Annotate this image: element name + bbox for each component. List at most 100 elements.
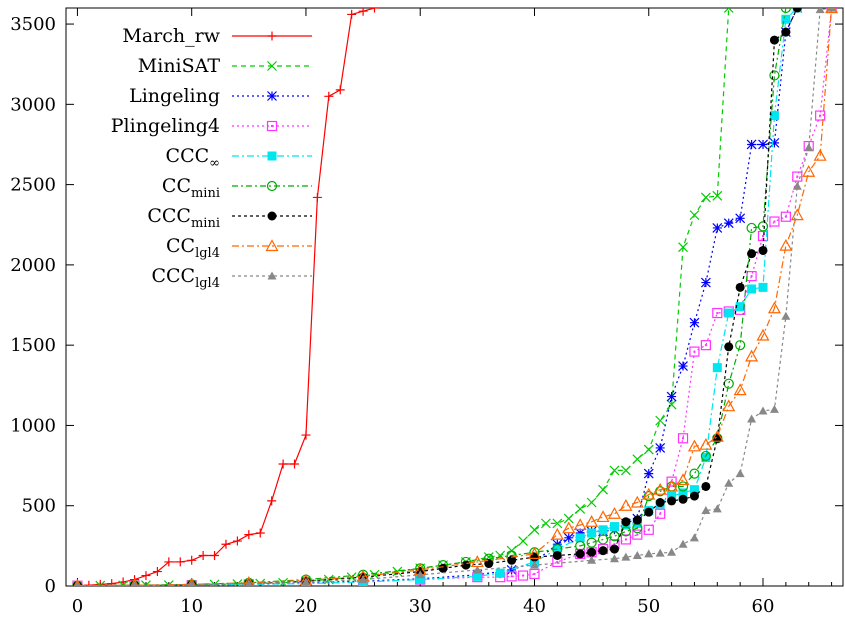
- data-point: [550, 527, 564, 540]
- data-point: [756, 328, 770, 341]
- legend-label: March_rw: [122, 25, 220, 47]
- legend-entry: CCClgl4: [151, 265, 312, 291]
- data-point: [198, 550, 208, 560]
- data-point: [563, 532, 574, 543]
- data-point: [472, 565, 482, 574]
- legend-label: CCClgl4: [151, 265, 220, 291]
- data-point: [712, 223, 723, 233]
- data-point: [735, 340, 746, 351]
- data-point: [722, 399, 736, 412]
- data-point: [630, 495, 644, 508]
- data-point: [665, 479, 679, 492]
- series-line: [77, 8, 798, 586]
- legend-label: CCCmini: [147, 205, 220, 231]
- data-point: [609, 465, 620, 476]
- data-point: [575, 504, 586, 514]
- data-point: [781, 14, 791, 24]
- data-point: [609, 544, 619, 554]
- data-point: [244, 579, 253, 586]
- data-point: [678, 539, 688, 548]
- data-point: [677, 481, 689, 492]
- data-point: [723, 8, 734, 13]
- data-point: [484, 559, 494, 569]
- series-march-rw: [72, 8, 380, 586]
- data-point: [689, 468, 700, 479]
- data-point: [370, 8, 380, 13]
- data-point: [347, 9, 357, 19]
- data-point: [95, 580, 106, 586]
- series-line: [77, 8, 730, 586]
- data-point: [735, 282, 745, 292]
- data-point: [724, 342, 734, 352]
- data-point: [495, 550, 506, 561]
- data-point: [267, 31, 277, 41]
- legend-label: CClgl4: [166, 235, 220, 261]
- data-point: [643, 444, 654, 455]
- data-point: [643, 468, 654, 479]
- data-point: [529, 524, 540, 535]
- data-point: [644, 507, 654, 517]
- data-point: [596, 510, 610, 523]
- data-point: [780, 211, 791, 222]
- data-point: [573, 518, 587, 531]
- series-layer: [72, 8, 839, 586]
- data-point: [700, 450, 711, 462]
- data-point: [701, 453, 711, 463]
- x-tick-label: 0: [72, 596, 83, 617]
- data-point: [815, 110, 826, 121]
- data-point: [527, 547, 541, 559]
- data-point: [724, 478, 734, 487]
- data-point: [607, 507, 621, 519]
- data-point: [278, 459, 288, 469]
- plot-frame: [65, 7, 844, 587]
- data-point: [267, 151, 277, 161]
- data-point: [609, 554, 619, 563]
- data-point: [700, 340, 711, 351]
- data-point: [769, 404, 779, 413]
- data-point: [358, 8, 368, 16]
- data-point: [644, 549, 654, 558]
- data-point: [724, 308, 734, 318]
- data-point: [232, 536, 242, 546]
- data-point: [620, 526, 631, 537]
- data-point: [689, 485, 699, 495]
- data-point: [621, 517, 631, 527]
- series-cc-lgl4: [73, 8, 839, 586]
- legend-entry: MiniSAT: [138, 55, 312, 77]
- data-point: [575, 533, 585, 543]
- series-line: [77, 8, 832, 586]
- data-point: [266, 180, 278, 192]
- y-tick-label: 1000: [10, 415, 56, 436]
- data-point: [825, 8, 839, 14]
- data-point: [769, 70, 780, 81]
- data-point: [757, 221, 769, 232]
- data-point: [392, 566, 403, 577]
- data-point: [529, 552, 539, 562]
- data-point: [769, 111, 779, 121]
- legend-label: Plingeling4: [111, 115, 220, 137]
- data-point: [598, 484, 608, 495]
- data-point: [735, 469, 745, 478]
- data-point: [517, 570, 529, 581]
- data-point: [632, 454, 643, 465]
- data-point: [790, 208, 804, 221]
- data-point: [587, 528, 597, 538]
- data-point: [689, 210, 700, 221]
- x-tick-label: 20: [295, 596, 318, 617]
- data-point: [747, 414, 757, 423]
- data-point: [587, 547, 597, 557]
- data-point: [767, 301, 781, 314]
- data-point: [701, 481, 711, 491]
- data-point: [107, 579, 117, 586]
- data-point: [609, 531, 620, 542]
- x-tick-label: 10: [180, 596, 203, 617]
- data-point: [792, 171, 803, 182]
- data-point: [495, 568, 505, 578]
- data-point: [710, 429, 724, 442]
- data-point: [712, 307, 723, 319]
- data-point: [723, 218, 734, 229]
- data-point: [769, 35, 779, 45]
- data-point: [552, 550, 562, 560]
- series-line: [77, 8, 798, 586]
